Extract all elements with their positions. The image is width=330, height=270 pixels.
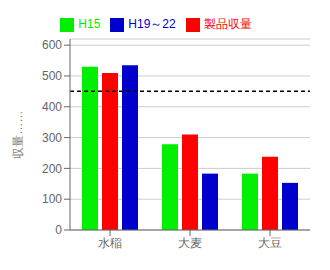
svg-text:水稲: 水稲 <box>98 236 122 250</box>
svg-text:大豆: 大豆 <box>258 236 282 250</box>
html-text:製品収量: 製品収量 <box>203 17 252 31</box>
svg-text:500: 500 <box>42 69 62 83</box>
html-text:H15: H15 <box>78 17 101 31</box>
html-text:H19～22: H19～22 <box>128 17 176 31</box>
svg-text:0: 0 <box>55 223 62 237</box>
svg-text:400: 400 <box>42 100 62 114</box>
svg-text:600: 600 <box>42 38 62 52</box>
svg-text:大麦: 大麦 <box>178 236 202 250</box>
svg-text:300: 300 <box>42 131 62 145</box>
svg-text:収量……: 収量…… <box>11 111 25 159</box>
svg-text:100: 100 <box>42 192 62 206</box>
svg-text:200: 200 <box>42 162 62 176</box>
